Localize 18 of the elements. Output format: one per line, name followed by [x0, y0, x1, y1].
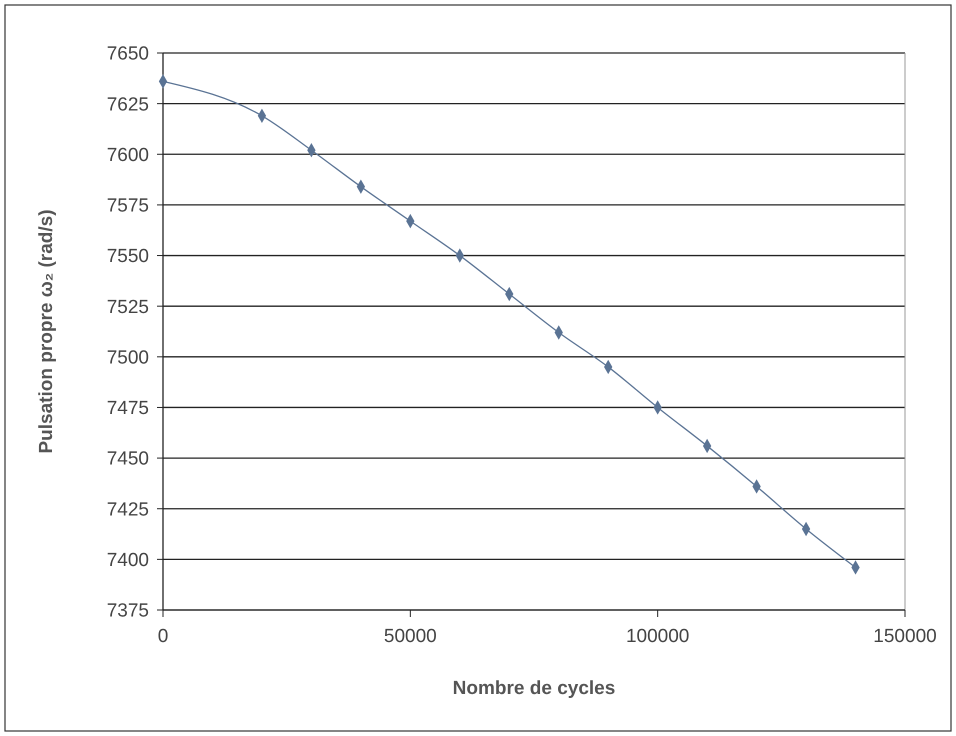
y-tick-label: 7375 [106, 600, 149, 622]
y-tick-label: 7575 [106, 196, 149, 217]
x-tick-label: 100000 [626, 626, 690, 647]
y-tick-label: 7650 [106, 44, 149, 65]
y-tick-label: 7600 [106, 144, 149, 166]
x-tick-label: 50000 [384, 626, 437, 647]
x-tick-label: 150000 [873, 626, 937, 647]
y-tick-label: 7425 [106, 499, 149, 520]
y-tick-label: 7625 [106, 94, 149, 116]
y-tick-label: 7550 [106, 246, 149, 268]
x-axis-title: Nombre de cycles [452, 678, 616, 699]
x-tick-label: 0 [158, 626, 168, 647]
y-tick-label: 7475 [106, 398, 149, 420]
y-tick-label: 7525 [106, 296, 149, 318]
y-tick-label: 7500 [106, 347, 149, 368]
y-tick-label: 7450 [106, 448, 149, 470]
y-axis-title: Pulsation propre ω₂ (rad/s) [36, 209, 57, 454]
y-tick-label: 7400 [106, 550, 149, 572]
